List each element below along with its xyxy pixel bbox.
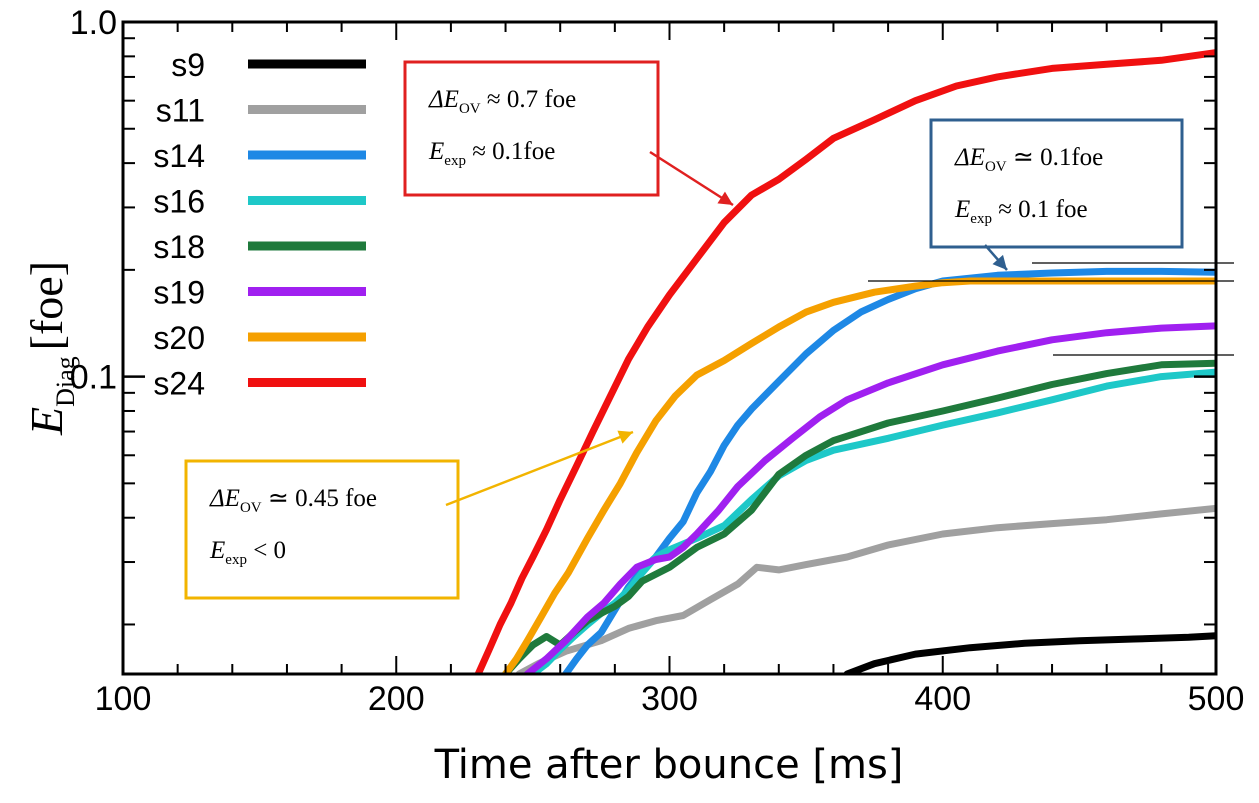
x-tick-label: 200 (368, 680, 425, 718)
y-tick-label: 0.1 (70, 359, 117, 397)
annotation-arrowhead-yellow (617, 430, 633, 444)
annotation-arrowhead-red (717, 191, 733, 205)
y-axis-label-sub: Diag (51, 356, 80, 407)
annotation-box-yellow (184, 459, 460, 600)
x-tick-label: 100 (95, 680, 152, 718)
legend: s9 s11 s14 s16 s18 s19 s20 s24 (153, 47, 366, 402)
annotation-text-red-1: ΔEOV ≈ 0.7 foe (428, 86, 576, 117)
annotations: ΔEOV ≈ 0.7 foe Eexp ≈ 0.1foe ΔEOV ≃ 0.1foe… (184, 60, 1184, 600)
annotation-text-red-2: Eexp ≈ 0.1foe (428, 138, 555, 169)
annotation-box-red (403, 60, 660, 197)
legend-label-s18: s18 (153, 229, 205, 265)
series-line-s19 (523, 322, 1216, 674)
annotation-arrow-red (649, 150, 734, 207)
series-line-s11 (515, 504, 1216, 674)
annotation-text-blue-2: Eexp ≈ 0.1 foe (954, 196, 1088, 227)
x-tick-label: 300 (641, 680, 698, 718)
annotation-text-yellow-2: Eexp < 0 (209, 537, 286, 568)
legend-label-s16: s16 (153, 184, 205, 220)
series-line-s24 (474, 49, 1216, 674)
legend-label-s11: s11 (156, 93, 205, 129)
annotation-text-blue-1: ΔEOV ≃ 0.1foe (954, 144, 1103, 175)
y-axis-label-main: E (21, 407, 72, 436)
annotation-arrowhead-blue (992, 254, 1007, 270)
x-tick-label: 500 (1188, 680, 1245, 718)
annotation-text-yellow-1: ΔEOV ≃ 0.45 foe (209, 485, 377, 516)
series-line-s9 (843, 632, 1216, 674)
legend-label-s19: s19 (153, 275, 205, 311)
axis-ticks: 100 200 300 400 500 1.0 0.1 (70, 4, 1245, 718)
series-layer (474, 49, 1216, 674)
y-axis-label-unit: [foe] (21, 261, 72, 350)
legend-label-s20: s20 (153, 320, 205, 356)
reference-lines (868, 262, 1234, 356)
legend-label-s14: s14 (153, 138, 205, 174)
y-axis-label: EDiag [foe] (21, 261, 80, 436)
legend-label-s24: s24 (153, 366, 205, 402)
annotation-arrow-yellow (445, 430, 634, 507)
annotation-box-blue (929, 118, 1184, 249)
x-tick-label: 400 (914, 680, 971, 718)
y-tick-label: 1.0 (70, 4, 117, 42)
legend-label-s9: s9 (171, 47, 205, 83)
svg-text:EDiag[foe]: EDiag [foe] (21, 261, 80, 436)
x-axis-label: Time after bounce [ms] (434, 742, 904, 788)
